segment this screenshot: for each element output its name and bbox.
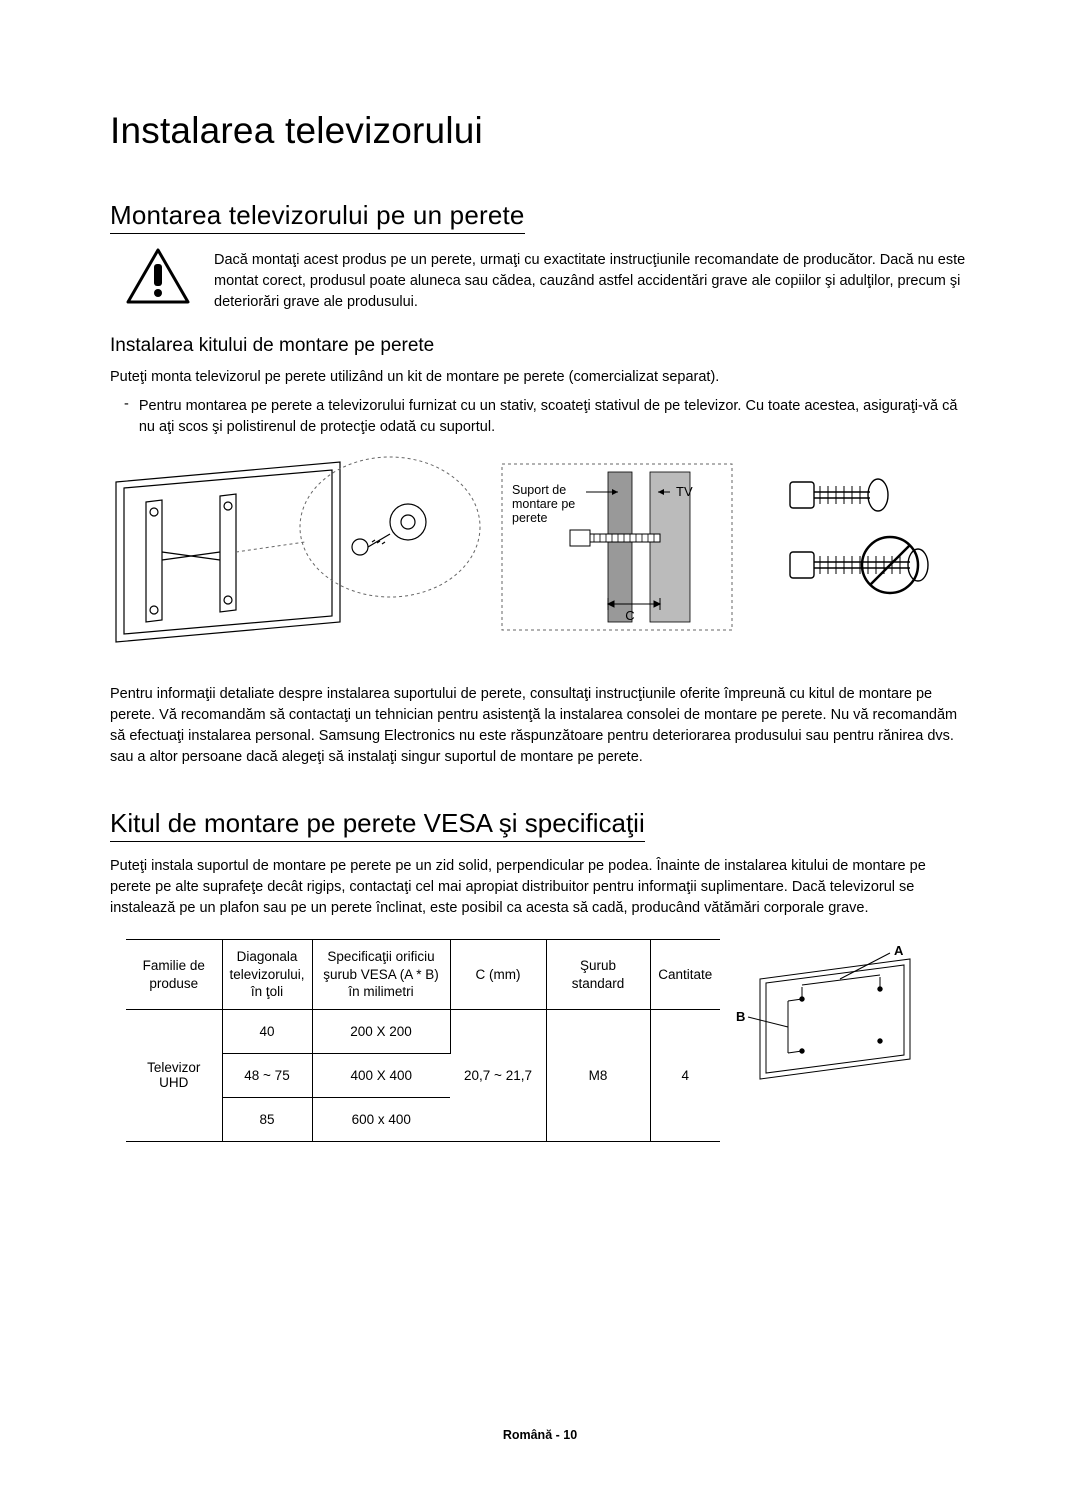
- vesa-spec-table: Familie de produse Diagonala televizorul…: [126, 939, 720, 1142]
- cell-family: Televizor UHD: [126, 1009, 222, 1141]
- cell-qty: 4: [650, 1009, 720, 1141]
- bullet-dash-icon: -: [124, 396, 129, 438]
- section-vesa-title: Kitul de montare pe perete VESA şi speci…: [110, 808, 645, 842]
- page-footer: Română - 10: [0, 1428, 1080, 1442]
- diagram-tv-label: TV: [676, 484, 693, 499]
- mount-diagram: C Suport de montare pe perete TV: [110, 452, 970, 662]
- diagram-a-label: A: [894, 943, 904, 958]
- cell-screw: M8: [546, 1009, 650, 1141]
- diagram-bracket-label-1: Suport de: [512, 483, 566, 497]
- vesa-intro: Puteţi instala suportul de montare pe pe…: [110, 856, 970, 919]
- install-kit-bullet: - Pentru montarea pe perete a televizoru…: [124, 396, 970, 438]
- mount-after-text: Pentru informaţii detaliate despre insta…: [110, 684, 970, 768]
- th-vesa: Specificaţii orificiu şurub VESA (A * B)…: [312, 940, 450, 1010]
- cell-r3-diag: 85: [222, 1097, 312, 1141]
- bullet-text: Pentru montarea pe perete a televizorulu…: [139, 396, 970, 438]
- install-kit-title: Instalarea kitului de montare pe perete: [110, 335, 970, 357]
- vesa-ab-diagram: A B: [730, 939, 930, 1089]
- cell-c: 20,7 ~ 21,7: [450, 1009, 546, 1141]
- diagram-b-label: B: [736, 1009, 745, 1024]
- warning-text: Dacă montaţi acest produs pe un perete, …: [214, 248, 970, 313]
- diagram-bracket-label-3: perete: [512, 511, 547, 525]
- th-screw: Şurub standard: [546, 940, 650, 1010]
- cell-r3-vesa: 600 x 400: [312, 1097, 450, 1141]
- warning-icon: [126, 248, 190, 304]
- section-mount-title: Montarea televizorului pe un perete: [110, 200, 525, 234]
- warning-block: Dacă montaţi acest produs pe un perete, …: [126, 248, 970, 313]
- install-kit-intro: Puteţi monta televizorul pe perete utili…: [110, 367, 970, 388]
- cell-r2-vesa: 400 X 400: [312, 1053, 450, 1097]
- cell-r2-diag: 48 ~ 75: [222, 1053, 312, 1097]
- diagram-bracket-label-2: montare pe: [512, 497, 575, 511]
- page-title: Instalarea televizorului: [110, 110, 970, 152]
- cell-r1-diag: 40: [222, 1009, 312, 1053]
- th-qty: Cantitate: [650, 940, 720, 1010]
- th-family: Familie de produse: [126, 940, 222, 1010]
- cell-r1-vesa: 200 X 200: [312, 1009, 450, 1053]
- th-c: C (mm): [450, 940, 546, 1010]
- diagram-c-label: C: [625, 608, 634, 623]
- th-diagonal: Diagonala televizorului, în ţoli: [222, 940, 312, 1010]
